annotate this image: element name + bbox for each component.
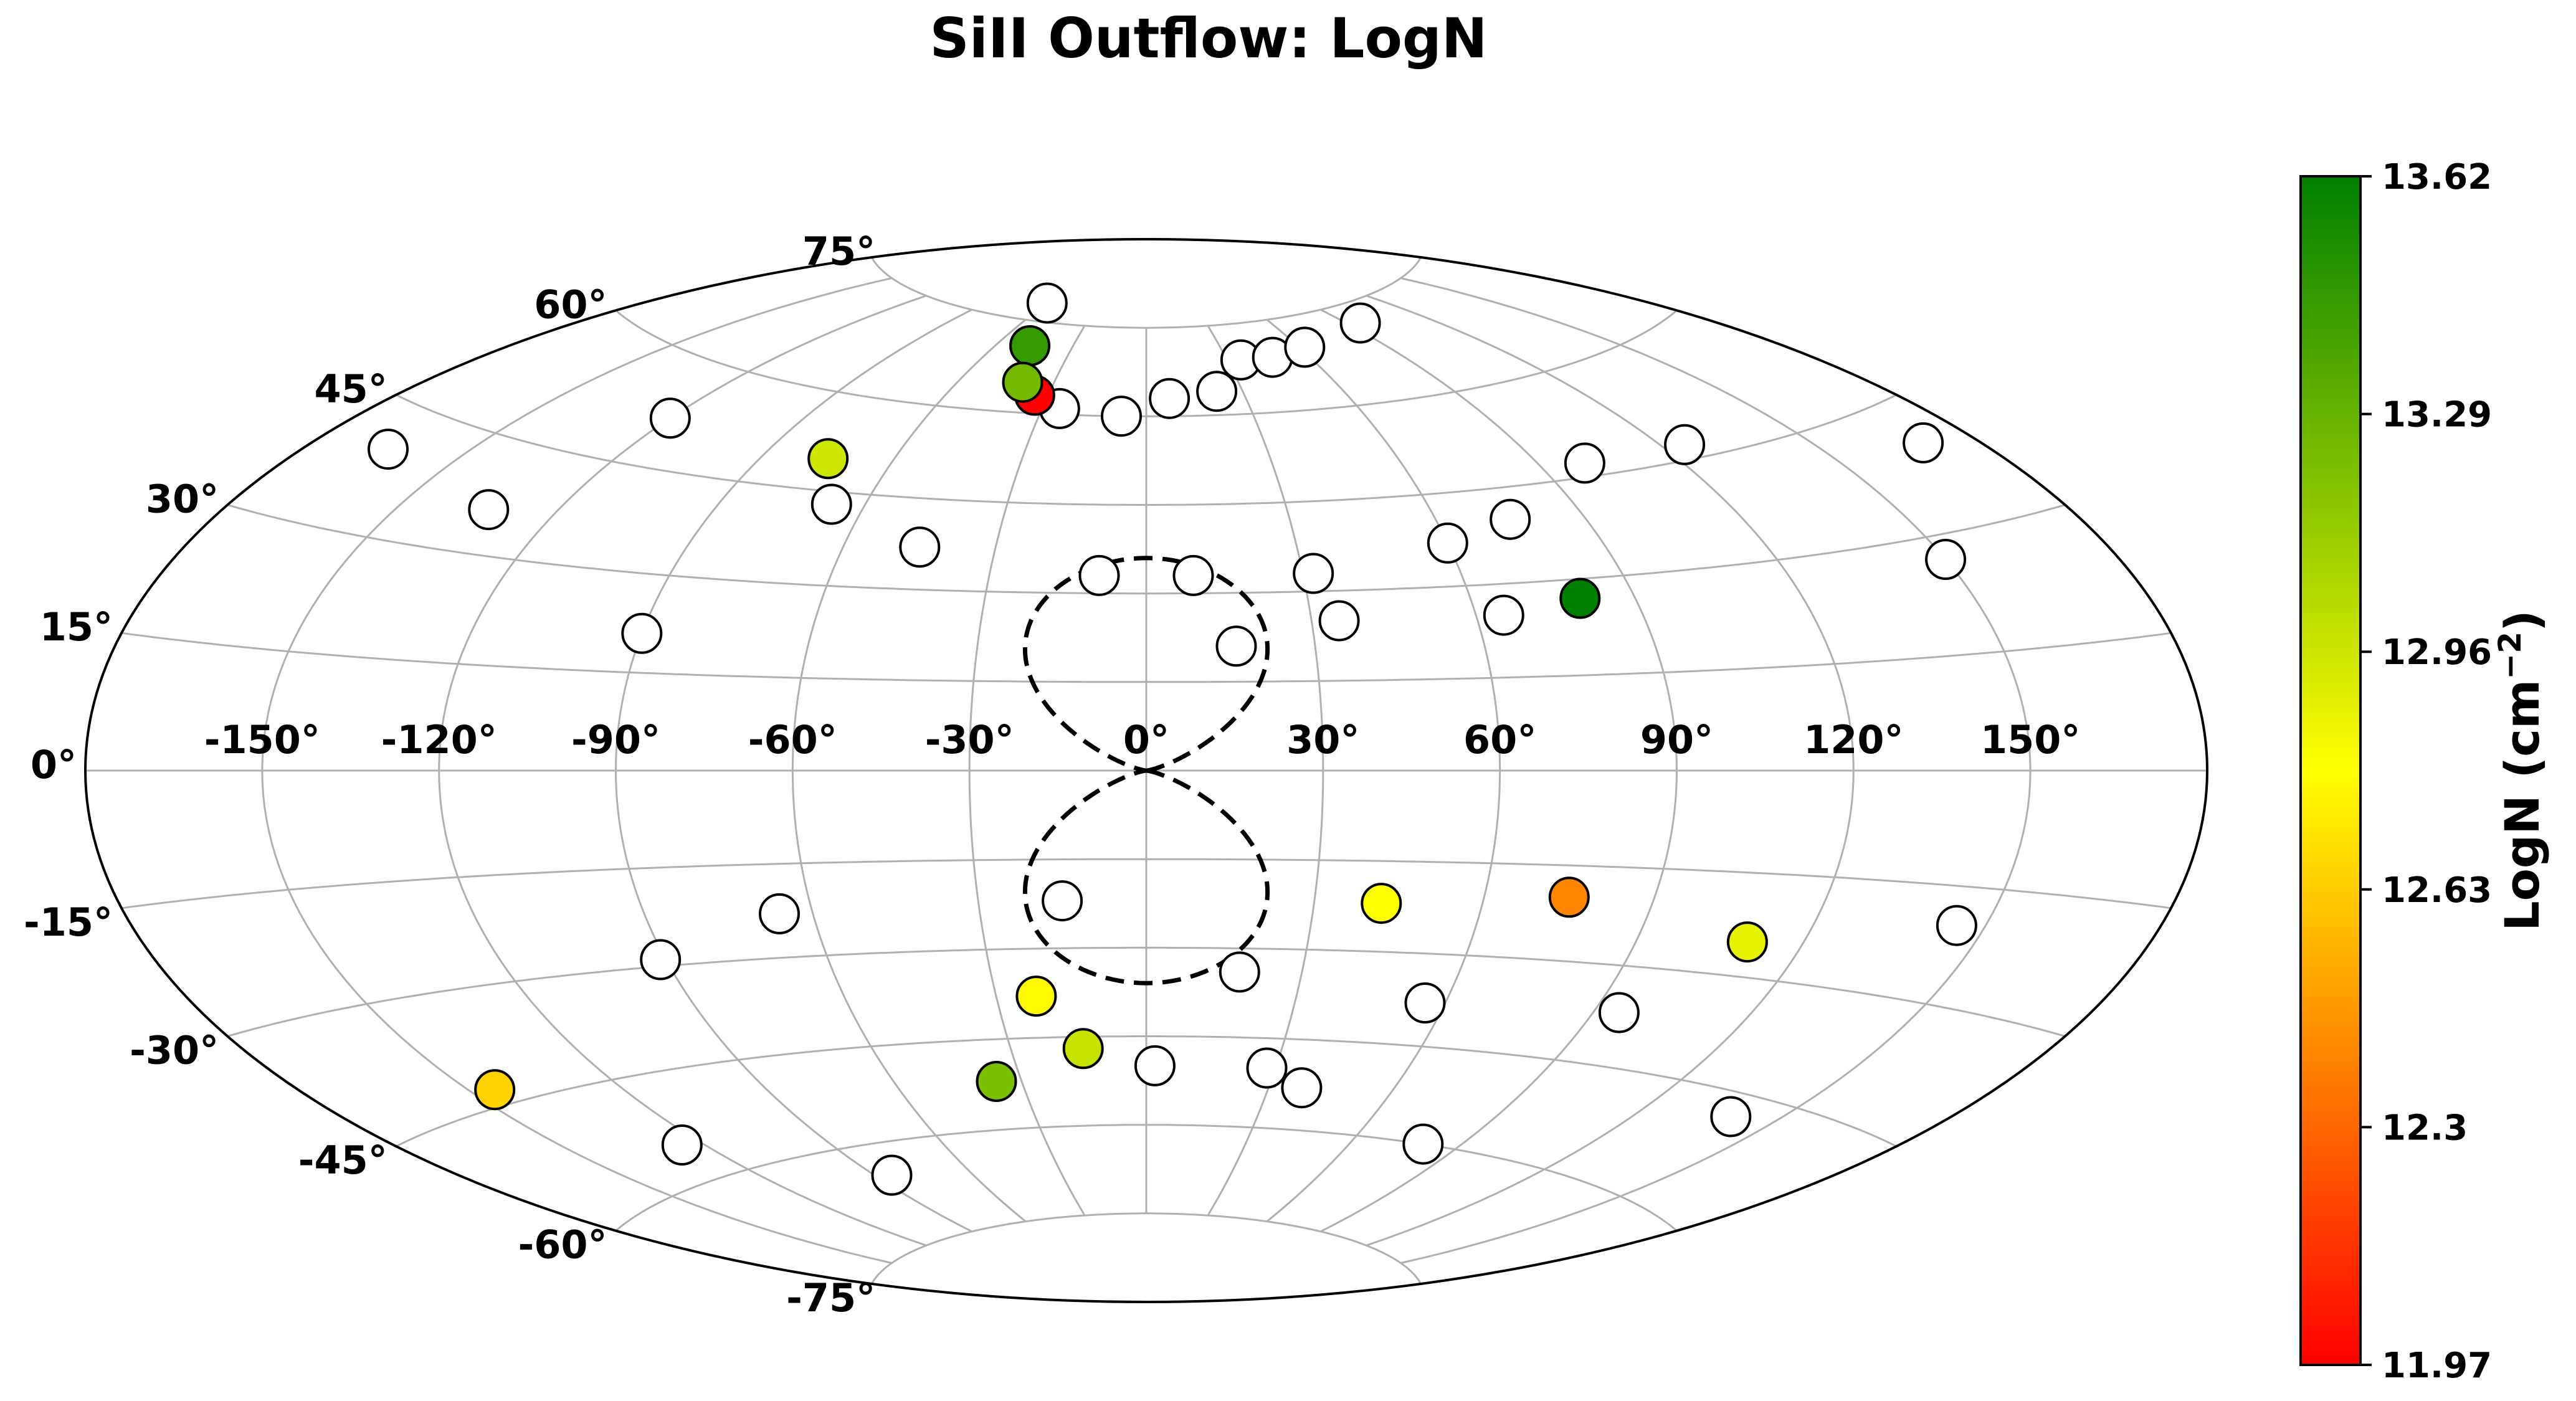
non-detection-point bbox=[1318, 600, 1360, 642]
non-detection-point bbox=[1293, 553, 1334, 594]
non-detection-point bbox=[1598, 992, 1640, 1033]
non-detection-point bbox=[1172, 554, 1214, 596]
non-detection-point bbox=[1246, 1047, 1288, 1089]
detection-point bbox=[976, 1061, 1017, 1102]
non-detection-point bbox=[1490, 498, 1531, 540]
parallel-line bbox=[121, 632, 2172, 683]
detection-point bbox=[1002, 361, 1043, 403]
non-detection-point bbox=[1402, 1123, 1444, 1165]
non-detection-point bbox=[1281, 1067, 1323, 1109]
non-detection-point bbox=[1284, 326, 1326, 368]
parallel-line bbox=[870, 1212, 1422, 1285]
latitude-tick-label: -75° bbox=[786, 1275, 875, 1321]
non-detection-point bbox=[1215, 625, 1257, 667]
non-detection-point bbox=[649, 397, 691, 439]
non-detection-point bbox=[1134, 1045, 1176, 1086]
tick-labels: -150° -120° -90° -60° -30° 0° 30° 60° 90° 120° 150… bbox=[24, 229, 2080, 1321]
parallel-line bbox=[227, 504, 2066, 595]
detection-point bbox=[474, 1069, 516, 1111]
longitude-tick-label: 30° bbox=[1286, 717, 1359, 762]
colorbar-tick-label: 13.29 bbox=[2382, 395, 2492, 435]
latitude-tick-label: -30° bbox=[130, 1028, 219, 1073]
colorbar-gradient bbox=[2299, 175, 2362, 1366]
parallel-line bbox=[615, 310, 1678, 417]
non-detection-point bbox=[1339, 302, 1381, 344]
detection-point bbox=[1015, 976, 1057, 1017]
detection-point bbox=[1361, 883, 1402, 924]
non-detection-point bbox=[1564, 442, 1605, 484]
detection-point bbox=[1559, 577, 1601, 619]
non-detection-point bbox=[661, 1124, 703, 1166]
latitude-tick-label: 75° bbox=[802, 229, 875, 274]
colorbar-tick-label: 12.3 bbox=[2382, 1108, 2468, 1148]
latitude-tick-label: -60° bbox=[518, 1222, 607, 1268]
non-detection-point bbox=[1903, 422, 1944, 463]
colorbar-label: LogN (cm−2) bbox=[2492, 610, 2550, 931]
bubble-lobe bbox=[1022, 556, 1270, 773]
latitude-tick-label: 30° bbox=[146, 477, 219, 522]
non-detection-point bbox=[1664, 424, 1706, 465]
non-detection-point bbox=[1101, 396, 1142, 437]
latitude-tick-label: 0° bbox=[31, 742, 77, 787]
parallel-line bbox=[870, 257, 1422, 329]
data-points bbox=[368, 282, 1977, 1196]
detection-point bbox=[1548, 876, 1590, 918]
colorbar-tick-label: 12.63 bbox=[2382, 870, 2492, 911]
non-detection-point bbox=[1483, 594, 1524, 636]
non-detection-point bbox=[1078, 554, 1120, 596]
non-detection-point bbox=[1404, 982, 1446, 1023]
non-detection-point bbox=[640, 939, 682, 981]
non-detection-point bbox=[621, 612, 663, 654]
longitude-tick-label: -30° bbox=[925, 717, 1014, 762]
parallel-line bbox=[227, 946, 2066, 1037]
non-detection-point bbox=[468, 489, 510, 531]
non-detection-point bbox=[368, 429, 409, 470]
longitude-tick-label: -120° bbox=[381, 717, 497, 762]
parallel-line bbox=[615, 1124, 1678, 1232]
parallel-line bbox=[121, 858, 2172, 909]
non-detection-point bbox=[871, 1154, 913, 1196]
detection-point bbox=[1062, 1028, 1104, 1070]
latitude-tick-label: -45° bbox=[298, 1137, 387, 1183]
chart-title: SiII Outflow: LogN bbox=[929, 6, 1487, 70]
latitude-tick-label: 60° bbox=[534, 282, 607, 327]
colorbar-tick-label: 13.62 bbox=[2382, 157, 2492, 197]
longitude-tick-label: 90° bbox=[1640, 717, 1713, 762]
map-boundary bbox=[84, 238, 2208, 1303]
longitude-tick-label: 150° bbox=[1980, 717, 2080, 762]
non-detection-point bbox=[1427, 522, 1468, 564]
detection-point bbox=[1009, 325, 1051, 366]
colorbar-tick-label: 11.97 bbox=[2382, 1346, 2492, 1386]
longitude-tick-label: -150° bbox=[204, 717, 320, 762]
latitude-tick-label: -15° bbox=[24, 900, 113, 945]
colorbar-tick-label: 12.96 bbox=[2382, 632, 2492, 673]
non-detection-point bbox=[1710, 1096, 1752, 1137]
non-detection-point bbox=[1149, 378, 1191, 419]
latitude-tick-label: 45° bbox=[315, 366, 387, 412]
longitude-tick-label: -60° bbox=[748, 717, 837, 762]
colorbar-ticks: 11.97 12.3 12.63 12.96 13.29 13.62 bbox=[2360, 157, 2492, 1386]
non-detection-point bbox=[899, 526, 941, 568]
longitude-tick-label: 120° bbox=[1804, 717, 1903, 762]
non-detection-point bbox=[759, 893, 800, 934]
longitude-tick-label: 60° bbox=[1463, 717, 1536, 762]
non-detection-point bbox=[1042, 880, 1083, 922]
longitude-tick-label: 0° bbox=[1123, 717, 1169, 762]
detection-point bbox=[807, 438, 849, 480]
longitude-tick-label: -90° bbox=[571, 717, 660, 762]
detection-point bbox=[1726, 921, 1768, 963]
non-detection-point bbox=[1219, 951, 1260, 993]
latitude-tick-label: 15° bbox=[40, 604, 113, 650]
non-detection-point bbox=[1925, 539, 1967, 580]
non-detection-point bbox=[810, 483, 852, 525]
non-detection-point bbox=[1196, 371, 1238, 412]
parallel-line bbox=[396, 1035, 1897, 1147]
non-detection-point bbox=[1936, 905, 1977, 946]
non-detection-point bbox=[1026, 282, 1068, 324]
colorbar: 11.97 12.3 12.63 12.96 13.29 13.62 LogN (cm−2… bbox=[2299, 157, 2550, 1386]
bubble-outline bbox=[1022, 556, 1270, 985]
bubble-lobe bbox=[1022, 768, 1270, 985]
